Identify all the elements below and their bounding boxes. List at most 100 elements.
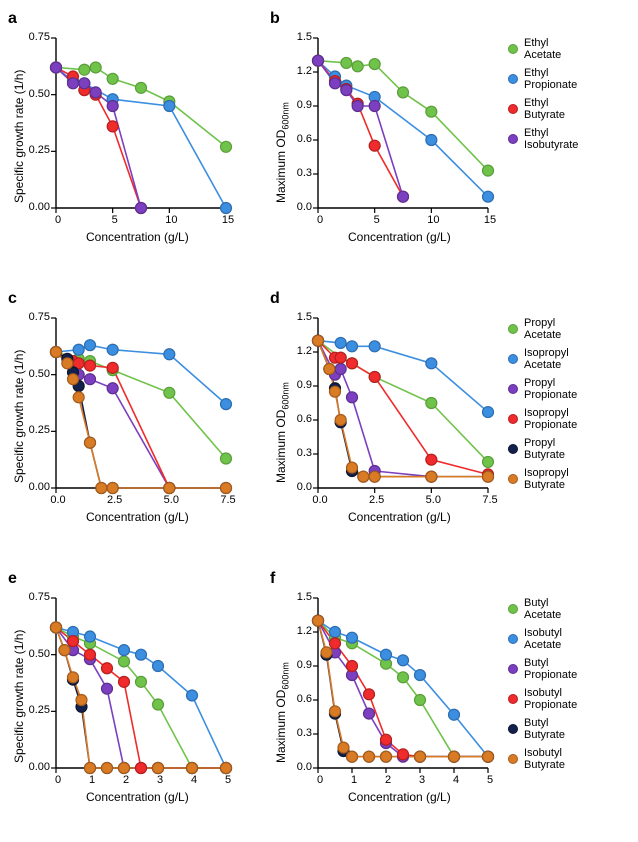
x-tick-label: 15 bbox=[478, 214, 502, 226]
legend-label: EthylButyrate bbox=[524, 97, 565, 121]
legend-swatch-icon bbox=[508, 354, 518, 364]
marker-isobutyl_acetate bbox=[347, 632, 358, 643]
y-tick-label: 0.6 bbox=[280, 413, 312, 425]
legend-item-isobutyl_propionate: IsobutylPropionate bbox=[508, 684, 638, 714]
marker-isopropyl_acetate bbox=[426, 358, 437, 369]
marker-isopropyl_acetate bbox=[73, 344, 84, 355]
marker-isopropyl_butyrate bbox=[164, 483, 175, 494]
marker-isobutyl_butyrate bbox=[321, 647, 332, 658]
marker-ethyl_isobutyrate bbox=[341, 85, 352, 96]
marker-isobutyl_acetate bbox=[153, 661, 164, 672]
marker-isopropyl_butyrate bbox=[51, 347, 62, 358]
x-tick-label: 1 bbox=[342, 774, 366, 786]
marker-ethyl_acetate bbox=[369, 59, 380, 70]
legend-item-propyl_acetate: PropylAcetate bbox=[508, 314, 638, 344]
y-tick-label: 0.3 bbox=[280, 167, 312, 179]
marker-butyl_propionate bbox=[102, 683, 113, 694]
marker-ethyl_propionate bbox=[426, 135, 437, 146]
y-axis-label: Maximum OD600nm bbox=[274, 382, 290, 483]
marker-isopropyl_butyrate bbox=[221, 483, 232, 494]
marker-isobutyl_propionate bbox=[330, 638, 341, 649]
y-tick-label: 1.5 bbox=[280, 311, 312, 323]
legend-label: ButylButyrate bbox=[524, 717, 565, 741]
x-tick-label: 2.5 bbox=[103, 494, 127, 506]
marker-isobutyl_butyrate bbox=[415, 751, 426, 762]
x-tick-label: 4 bbox=[182, 774, 206, 786]
y-tick-label: 0.6 bbox=[280, 133, 312, 145]
legend-label: PropylAcetate bbox=[524, 317, 561, 341]
x-axis-label: Concentration (g/L) bbox=[86, 790, 189, 804]
marker-isobutyl_butyrate bbox=[364, 751, 375, 762]
y-tick-label: 0.9 bbox=[280, 99, 312, 111]
legend-label: IsobutylPropionate bbox=[524, 687, 577, 711]
marker-isopropyl_acetate bbox=[164, 349, 175, 360]
y-tick-label: 0.3 bbox=[280, 447, 312, 459]
marker-isobutyl_acetate bbox=[449, 709, 460, 720]
x-tick-label: 0 bbox=[46, 214, 70, 226]
x-tick-label: 5 bbox=[365, 214, 389, 226]
marker-isopropyl_butyrate bbox=[107, 483, 118, 494]
legend-label: PropylButyrate bbox=[524, 437, 565, 461]
panel-b: bMaximum OD600nmConcentration (g/L)05101… bbox=[270, 10, 498, 253]
marker-isobutyl_propionate bbox=[398, 749, 409, 760]
marker-isobutyl_butyrate bbox=[59, 645, 70, 656]
y-tick-label: 0.9 bbox=[280, 379, 312, 391]
x-tick-label: 5 bbox=[216, 774, 240, 786]
legend-item-ethyl_isobutyrate: EthylIsobutyrate bbox=[508, 124, 638, 154]
legend-swatch-icon bbox=[508, 664, 518, 674]
y-tick-label: 1.2 bbox=[280, 65, 312, 77]
y-tick-label: 1.2 bbox=[280, 345, 312, 357]
marker-isobutyl_acetate bbox=[381, 649, 392, 660]
legend-item-propyl_butyrate: PropylButyrate bbox=[508, 434, 638, 464]
legend-item-butyl_butyrate: ButylButyrate bbox=[508, 714, 638, 744]
plot-area bbox=[318, 598, 490, 770]
legend-swatch-icon bbox=[508, 134, 518, 144]
legend-item-butyl_acetate: ButylAcetate bbox=[508, 594, 638, 624]
panel-d: dMaximum OD600nmConcentration (g/L)0.02.… bbox=[270, 290, 498, 533]
legend-label: PropylPropionate bbox=[524, 377, 577, 401]
x-tick-label: 0.0 bbox=[46, 494, 70, 506]
marker-isobutyl_acetate bbox=[415, 670, 426, 681]
marker-ethyl_propionate bbox=[164, 101, 175, 112]
x-tick-label: 5 bbox=[103, 214, 127, 226]
legend-label: IsopropylPropionate bbox=[524, 407, 577, 431]
y-tick-label: 0.50 bbox=[18, 368, 50, 380]
y-tick-label: 0.0 bbox=[280, 761, 312, 773]
panel-label-a: a bbox=[8, 10, 17, 28]
marker-ethyl_acetate bbox=[136, 82, 147, 93]
marker-isobutyl_butyrate bbox=[483, 751, 494, 762]
marker-isobutyl_acetate bbox=[187, 690, 198, 701]
marker-isobutyl_acetate bbox=[136, 649, 147, 660]
y-axis-label: Maximum OD600nm bbox=[274, 102, 290, 203]
y-tick-label: 0.9 bbox=[280, 659, 312, 671]
legend-item-isobutyl_butyrate: IsobutylButyrate bbox=[508, 744, 638, 774]
marker-ethyl_propionate bbox=[221, 203, 232, 214]
series-line-ethyl_acetate bbox=[318, 61, 488, 171]
x-tick-label: 5.0 bbox=[159, 494, 183, 506]
marker-propyl_propionate bbox=[85, 374, 96, 385]
legend-item-isopropyl_propionate: IsopropylPropionate bbox=[508, 404, 638, 434]
x-axis-label: Concentration (g/L) bbox=[86, 230, 189, 244]
marker-butyl_propionate bbox=[364, 708, 375, 719]
marker-ethyl_isobutyrate bbox=[107, 101, 118, 112]
x-tick-label: 2 bbox=[114, 774, 138, 786]
marker-isobutyl_propionate bbox=[136, 763, 147, 774]
legend-item-ethyl_acetate: EthylAcetate bbox=[508, 34, 638, 64]
marker-ethyl_isobutyrate bbox=[90, 87, 101, 98]
marker-isopropyl_acetate bbox=[107, 344, 118, 355]
marker-ethyl_acetate bbox=[426, 106, 437, 117]
marker-isopropyl_butyrate bbox=[313, 335, 324, 346]
marker-isobutyl_acetate bbox=[85, 631, 96, 642]
legend-label: ButylAcetate bbox=[524, 597, 561, 621]
marker-isopropyl_butyrate bbox=[426, 471, 437, 482]
marker-isobutyl_propionate bbox=[85, 649, 96, 660]
marker-isopropyl_butyrate bbox=[483, 471, 494, 482]
legend-swatch-icon bbox=[508, 694, 518, 704]
marker-ethyl_acetate bbox=[107, 73, 118, 84]
x-tick-label: 7.5 bbox=[478, 494, 502, 506]
x-axis-label: Concentration (g/L) bbox=[348, 790, 451, 804]
y-tick-label: 1.5 bbox=[280, 591, 312, 603]
marker-isopropyl_propionate bbox=[369, 371, 380, 382]
marker-propyl_acetate bbox=[164, 387, 175, 398]
marker-ethyl_isobutyrate bbox=[330, 78, 341, 89]
